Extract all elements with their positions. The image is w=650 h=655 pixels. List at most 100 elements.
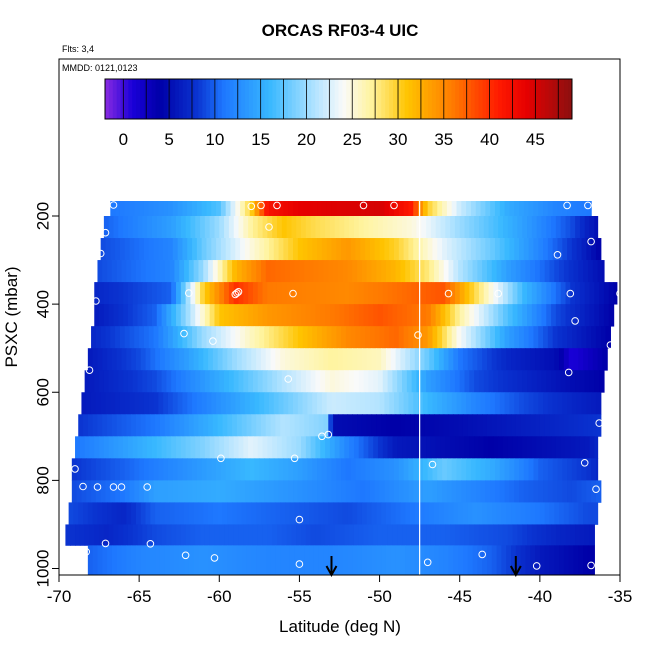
heatmap-cell xyxy=(482,545,488,576)
heatmap-cell xyxy=(474,370,480,393)
colorbar-swatch xyxy=(564,79,569,119)
heatmap-cell xyxy=(533,238,539,261)
heatmap-cell xyxy=(381,348,387,371)
heatmap-cell xyxy=(456,238,462,261)
heatmap-cell xyxy=(264,238,270,261)
heatmap-cell xyxy=(87,414,94,437)
heatmap-cell xyxy=(480,238,486,261)
heatmap-cell xyxy=(224,370,230,393)
heatmap-cell xyxy=(249,480,256,503)
heatmap-cell xyxy=(309,348,315,371)
heatmap-cell xyxy=(159,545,166,576)
heatmap-cell xyxy=(353,216,360,239)
heatmap-cell xyxy=(164,502,171,525)
heatmap-cell xyxy=(360,480,366,503)
heatmap-cell xyxy=(595,238,602,261)
heatmap-cell xyxy=(341,458,347,481)
heatmap-cell xyxy=(150,545,156,576)
heatmap-cell xyxy=(291,216,297,239)
heatmap-cell xyxy=(432,326,438,349)
heatmap-cell xyxy=(176,282,182,305)
heatmap-cell xyxy=(248,282,254,305)
heatmap-cell xyxy=(454,524,461,546)
heatmap-cell xyxy=(554,502,560,525)
heatmap-cell xyxy=(148,458,155,481)
heatmap-cell xyxy=(589,282,595,305)
heatmap-cell xyxy=(148,201,155,217)
heatmap-cell xyxy=(227,545,233,576)
heatmap-cell xyxy=(466,392,472,415)
heatmap-cell xyxy=(506,348,512,371)
heatmap-cell xyxy=(220,392,227,415)
heatmap-cell xyxy=(358,282,365,305)
heatmap-cell xyxy=(260,545,267,576)
heatmap-cell xyxy=(389,480,395,503)
heatmap-cell xyxy=(174,502,180,525)
heatmap-cell xyxy=(342,260,349,283)
heatmap-cell xyxy=(395,545,402,576)
heatmap-cell xyxy=(254,392,260,415)
heatmap-cell xyxy=(201,458,208,481)
heatmap-cell xyxy=(499,480,506,503)
heatmap-cell xyxy=(158,238,164,261)
heatmap-cell xyxy=(381,414,387,437)
heatmap-cell xyxy=(377,216,384,239)
heatmap-cell xyxy=(486,545,493,576)
heatmap-cell xyxy=(584,304,591,327)
heatmap-cell xyxy=(480,480,486,503)
heatmap-cell xyxy=(329,216,336,239)
heatmap-cell xyxy=(562,480,568,503)
heatmap-cell xyxy=(543,326,549,349)
heatmap-cell xyxy=(530,348,536,371)
heatmap-cell xyxy=(219,436,225,459)
heatmap-cell xyxy=(573,260,579,283)
heatmap-cell xyxy=(161,216,167,239)
heatmap-cell xyxy=(115,326,121,349)
heatmap-cell xyxy=(171,216,177,239)
heatmap-cell xyxy=(536,282,543,305)
heatmap-cell xyxy=(546,282,552,305)
heatmap-cell xyxy=(567,480,573,503)
heatmap-cell xyxy=(179,348,185,371)
heatmap-cell xyxy=(310,370,317,393)
heatmap-cell xyxy=(244,480,251,503)
heatmap-cell xyxy=(126,414,132,437)
heatmap-cell xyxy=(509,326,515,349)
heatmap-cell xyxy=(315,436,321,459)
heatmap-cell xyxy=(105,392,111,415)
heatmap-cell xyxy=(163,458,169,481)
heatmap-cell xyxy=(171,282,177,305)
colorbar-swatch xyxy=(291,79,297,119)
heatmap-cell xyxy=(390,260,397,283)
heatmap-cell xyxy=(108,304,115,327)
heatmap-cell xyxy=(527,216,533,239)
colorbar-swatch xyxy=(392,79,398,119)
heatmap-cell xyxy=(151,304,158,327)
heatmap-cell xyxy=(587,260,594,283)
heatmap-cell xyxy=(426,524,432,546)
heatmap-cell xyxy=(313,260,320,283)
heatmap-cell xyxy=(560,436,567,459)
heatmap-cell xyxy=(443,502,450,525)
heatmap-cell xyxy=(361,260,368,283)
heatmap-cell xyxy=(232,545,238,576)
heatmap-cell xyxy=(317,326,323,349)
heatmap-cell xyxy=(294,545,301,576)
heatmap-cell xyxy=(167,326,174,349)
heatmap-cell xyxy=(294,502,301,525)
heatmap-cell xyxy=(398,480,405,503)
heatmap-cell xyxy=(560,216,567,239)
heatmap-cell xyxy=(547,238,554,261)
heatmap-cell xyxy=(544,348,551,371)
heatmap-cell xyxy=(512,524,519,546)
heatmap-cell xyxy=(586,238,592,261)
heatmap-cell xyxy=(214,282,220,305)
heatmap-cell xyxy=(315,216,321,239)
colorbar-swatch xyxy=(431,79,437,119)
heatmap-cell xyxy=(551,370,557,393)
heatmap-cell xyxy=(331,238,337,261)
heatmap-cell xyxy=(232,502,238,525)
heatmap-cell xyxy=(309,545,315,576)
heatmap-cell xyxy=(243,524,249,546)
heatmap-cell xyxy=(310,282,317,305)
